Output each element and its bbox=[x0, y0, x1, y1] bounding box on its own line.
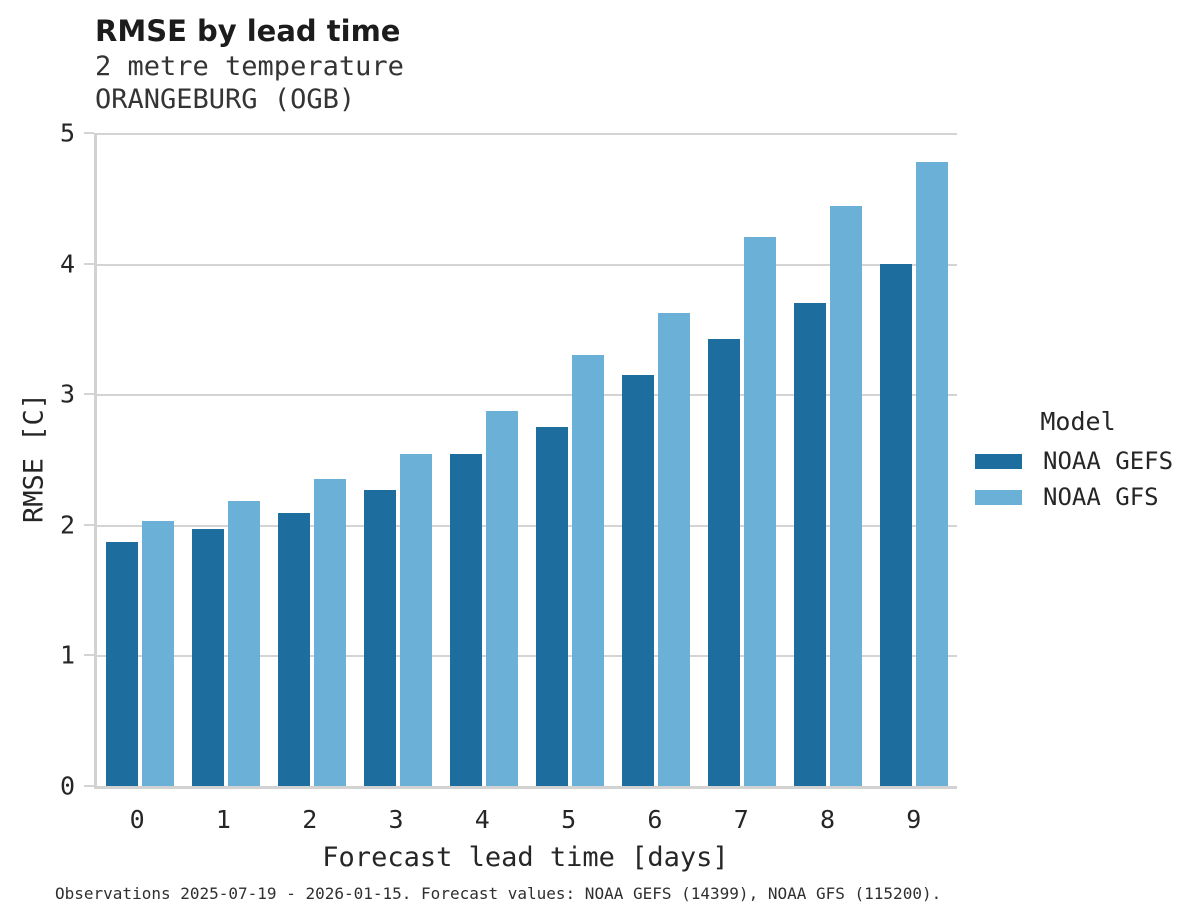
plot-area: 0 1 2 3 4 5 bbox=[60, 121, 957, 799]
bar-noaa-gfs-day-4 bbox=[486, 411, 518, 786]
x-tick-label-0: 0 bbox=[129, 805, 145, 834]
legend-title: Model bbox=[1040, 407, 1116, 436]
x-axis-ticks: 0 1 2 3 4 5 6 7 8 9 bbox=[94, 806, 957, 834]
bar-noaa-gefs-day-5 bbox=[536, 426, 568, 786]
legend-items: NOAA GEFS NOAA GFS bbox=[975, 446, 1181, 512]
bar-noaa-gefs-day-8 bbox=[794, 302, 826, 786]
x-axis-title: Forecast lead time [days] bbox=[322, 842, 729, 873]
gridline-y-4 bbox=[97, 263, 957, 266]
bar-noaa-gfs-day-6 bbox=[658, 313, 690, 786]
x-tick-label-4: 4 bbox=[474, 805, 490, 834]
legend-swatch-noaa-gfs bbox=[975, 489, 1022, 505]
legend-item-label-noaa-gfs: NOAA GFS bbox=[1043, 483, 1159, 511]
y-tick-label-2: 2 bbox=[59, 510, 75, 540]
bars-container bbox=[97, 133, 957, 786]
x-tick-label-2: 2 bbox=[302, 805, 318, 834]
legend-item-label-noaa-gefs: NOAA GEFS bbox=[1043, 447, 1174, 475]
bar-noaa-gefs-day-0 bbox=[106, 541, 138, 786]
x-tick-label-5: 5 bbox=[561, 805, 577, 834]
bar-group-day-8 bbox=[785, 133, 871, 786]
bar-group-day-6 bbox=[613, 133, 699, 786]
bar-group-day-0 bbox=[97, 133, 183, 786]
bar-noaa-gfs-day-5 bbox=[572, 355, 604, 786]
bar-group-day-2 bbox=[269, 133, 355, 786]
y-tick-label-4: 4 bbox=[59, 249, 75, 279]
bar-noaa-gfs-day-9 bbox=[916, 161, 948, 786]
y-tick-label-3: 3 bbox=[59, 379, 75, 409]
gridline-y-5 bbox=[97, 133, 957, 135]
bar-group-day-1 bbox=[183, 133, 269, 786]
gridline-y-3 bbox=[97, 394, 957, 397]
bar-group-day-4 bbox=[441, 133, 527, 786]
y-axis-title: RMSE [C] bbox=[18, 392, 50, 524]
bar-noaa-gfs-day-0 bbox=[142, 520, 174, 786]
bar-noaa-gefs-day-9 bbox=[880, 263, 912, 786]
legend: Model NOAA GEFS NOAA GFS bbox=[975, 404, 1181, 512]
y-tick-label-5: 5 bbox=[59, 118, 75, 148]
x-tick-label-3: 3 bbox=[388, 805, 404, 834]
chart-subtitle-variable: 2 metre temperature bbox=[95, 51, 404, 82]
gridline-y-2 bbox=[97, 524, 957, 527]
y-tick-mark-3 bbox=[84, 393, 94, 396]
x-tick-label-1: 1 bbox=[215, 805, 231, 834]
chart-title: RMSE by lead time bbox=[95, 14, 401, 48]
x-tick-label-7: 7 bbox=[733, 805, 749, 834]
bar-noaa-gefs-day-1 bbox=[192, 528, 224, 786]
bar-noaa-gefs-day-2 bbox=[278, 513, 310, 786]
bar-noaa-gefs-day-7 bbox=[708, 339, 740, 786]
bar-noaa-gfs-day-3 bbox=[400, 454, 432, 786]
y-tick-label-0: 0 bbox=[59, 771, 75, 801]
y-tick-mark-2 bbox=[84, 523, 94, 526]
bar-group-day-3 bbox=[355, 133, 441, 786]
chart-header: RMSE by lead time 2 metre temperature OR… bbox=[95, 12, 404, 116]
bar-noaa-gefs-day-3 bbox=[364, 489, 396, 786]
y-tick-mark-1 bbox=[84, 654, 94, 657]
y-tick-mark-5 bbox=[84, 132, 94, 134]
x-tick-label-6: 6 bbox=[647, 805, 663, 834]
bar-noaa-gfs-day-2 bbox=[314, 479, 346, 786]
y-tick-label-1: 1 bbox=[59, 640, 75, 670]
chart-subtitle-station: ORANGEBURG (OGB) bbox=[95, 84, 356, 115]
bar-noaa-gfs-day-8 bbox=[830, 206, 862, 786]
y-tick-mark-4 bbox=[84, 262, 94, 265]
bar-group-day-5 bbox=[527, 133, 613, 786]
bar-noaa-gefs-day-6 bbox=[622, 374, 654, 786]
legend-item-noaa-gefs: NOAA GEFS bbox=[975, 446, 1181, 476]
x-tick-label-9: 9 bbox=[906, 805, 922, 834]
footnote: Observations 2025-07-19 - 2026-01-15. Fo… bbox=[55, 884, 942, 903]
bar-group-day-9 bbox=[871, 133, 957, 786]
x-tick-label-8: 8 bbox=[819, 805, 836, 834]
legend-swatch-noaa-gefs bbox=[975, 453, 1022, 469]
legend-item-noaa-gfs: NOAA GFS bbox=[975, 482, 1181, 512]
bar-noaa-gfs-day-1 bbox=[228, 501, 260, 786]
bar-noaa-gefs-day-4 bbox=[450, 454, 482, 786]
bar-noaa-gfs-day-7 bbox=[744, 237, 776, 786]
gridline-y-1 bbox=[97, 655, 957, 658]
bar-group-day-7 bbox=[699, 133, 785, 786]
y-tick-mark-0 bbox=[84, 785, 94, 787]
